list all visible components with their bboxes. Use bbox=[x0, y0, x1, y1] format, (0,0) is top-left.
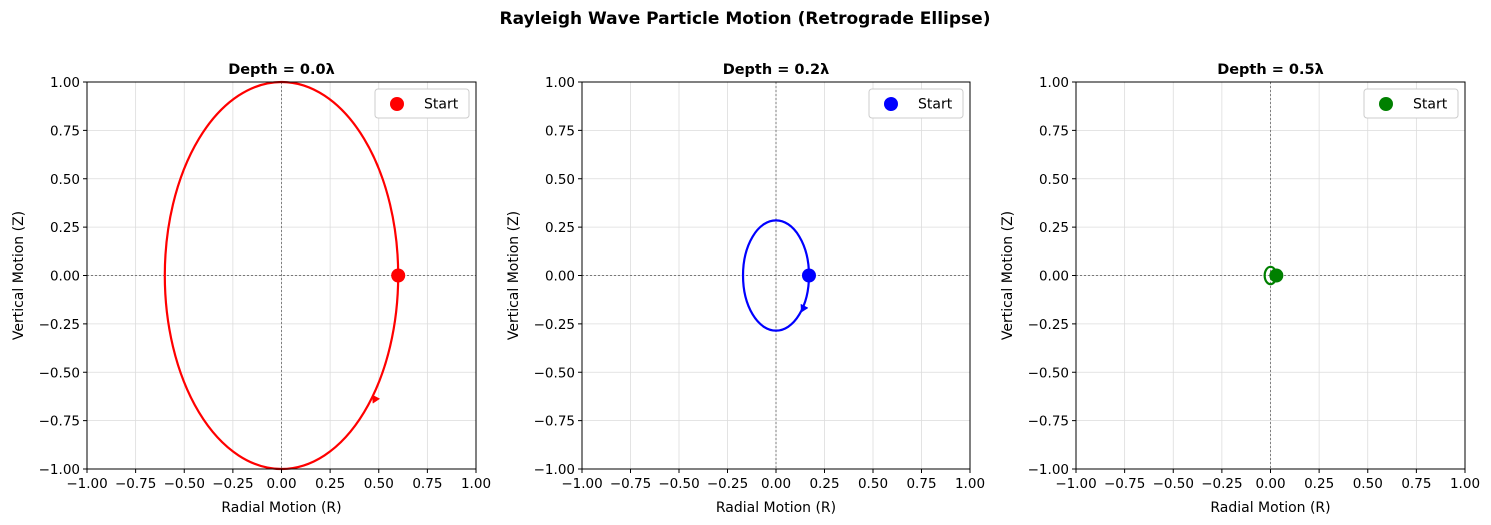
y-tick-label: 1.00 bbox=[50, 75, 80, 91]
x-axis-label: Radial Motion (R) bbox=[716, 500, 836, 516]
x-tick-label: 1.00 bbox=[461, 476, 491, 492]
x-tick-label: −0.50 bbox=[658, 476, 699, 492]
chart-panel-3: −1.00 −0.75 −0.50 −0.25 0.00 0.25 0.50 0.75 1.00… bbox=[1000, 62, 1480, 516]
x-tick-label: −0.75 bbox=[610, 476, 651, 492]
x-tick-label: −0.25 bbox=[1201, 476, 1242, 492]
x-tick-label: 0.25 bbox=[809, 476, 839, 492]
x-tick-label: −0.50 bbox=[1153, 476, 1194, 492]
y-tick-label: 0.50 bbox=[50, 172, 80, 188]
x-tick-label: −0.25 bbox=[212, 476, 253, 492]
y-tick-label: −0.75 bbox=[39, 414, 80, 430]
y-tick-label: −0.25 bbox=[1028, 317, 1069, 333]
x-tick-label: 0.50 bbox=[364, 476, 394, 492]
x-axis-label: Radial Motion (R) bbox=[1210, 500, 1330, 516]
y-tick-label: −1.00 bbox=[1028, 462, 1069, 478]
direction-arrow bbox=[800, 303, 809, 313]
y-tick-label: −0.50 bbox=[534, 365, 575, 381]
y-tick-label: 0.25 bbox=[1039, 220, 1069, 236]
y-tick-label: 0.50 bbox=[545, 172, 575, 188]
y-tick-label: −0.25 bbox=[39, 317, 80, 333]
legend-label: Start bbox=[424, 97, 459, 113]
x-tick-label: 0.00 bbox=[266, 476, 296, 492]
y-tick-label: 0.25 bbox=[50, 220, 80, 236]
y-tick-label: −0.75 bbox=[1028, 414, 1069, 430]
y-tick-label: 0.00 bbox=[50, 269, 80, 285]
y-axis-label: Vertical Motion (Z) bbox=[11, 211, 27, 340]
y-tick-label: −0.25 bbox=[534, 317, 575, 333]
x-tick-label: 0.75 bbox=[906, 476, 936, 492]
legend-label: Start bbox=[918, 97, 953, 113]
start-marker bbox=[801, 268, 816, 283]
x-tick-label: 1.00 bbox=[955, 476, 985, 492]
panel-title: Depth = 0.2λ bbox=[723, 62, 830, 78]
x-tick-label: 0.50 bbox=[858, 476, 888, 492]
y-axis-label: Vertical Motion (Z) bbox=[506, 211, 522, 340]
direction-arrow bbox=[372, 394, 381, 404]
x-tick-label: −1.00 bbox=[561, 476, 602, 492]
x-tick-label: −0.75 bbox=[1104, 476, 1145, 492]
y-tick-label: −1.00 bbox=[39, 462, 80, 478]
start-marker bbox=[1269, 268, 1284, 283]
y-tick-label: 0.00 bbox=[1039, 269, 1069, 285]
legend: Start bbox=[868, 88, 964, 119]
x-tick-label: 0.00 bbox=[761, 476, 791, 492]
y-tick-label: 0.75 bbox=[1039, 123, 1069, 139]
y-tick-label: 1.00 bbox=[1039, 75, 1069, 91]
x-tick-label: −0.25 bbox=[707, 476, 748, 492]
x-tick-label: 0.50 bbox=[1353, 476, 1383, 492]
y-tick-label: 0.75 bbox=[50, 123, 80, 139]
y-tick-label: −0.75 bbox=[534, 414, 575, 430]
y-tick-label: −1.00 bbox=[534, 462, 575, 478]
x-tick-label: 0.25 bbox=[315, 476, 345, 492]
figure-title: Rayleigh Wave Particle Motion (Retrograd… bbox=[500, 9, 991, 29]
legend-marker bbox=[884, 97, 898, 111]
x-tick-label: 1.00 bbox=[1450, 476, 1480, 492]
y-tick-label: −0.50 bbox=[39, 365, 80, 381]
y-tick-label: 0.75 bbox=[545, 123, 575, 139]
y-tick-label: 0.25 bbox=[545, 220, 575, 236]
y-axis-label: Vertical Motion (Z) bbox=[1000, 211, 1016, 340]
x-tick-label: −0.75 bbox=[115, 476, 156, 492]
x-axis-label: Radial Motion (R) bbox=[221, 500, 341, 516]
x-tick-label: 0.25 bbox=[1304, 476, 1334, 492]
x-tick-label: 0.00 bbox=[1255, 476, 1285, 492]
x-tick-label: 0.75 bbox=[412, 476, 442, 492]
chart-panel-1: −1.00 −0.75 −0.50 −0.25 0.00 0.25 0.50 0.75 1.00… bbox=[11, 62, 491, 516]
x-tick-label: −0.50 bbox=[164, 476, 205, 492]
x-tick-label: −1.00 bbox=[66, 476, 107, 492]
y-tick-label: 1.00 bbox=[545, 75, 575, 91]
legend: Start bbox=[374, 88, 470, 119]
start-marker bbox=[391, 268, 406, 283]
legend: Start bbox=[1363, 88, 1459, 119]
x-tick-label: 0.75 bbox=[1401, 476, 1431, 492]
chart-panel-2: −1.00 −0.75 −0.50 −0.25 0.00 0.25 0.50 0.75 1.00… bbox=[506, 62, 985, 516]
legend-marker bbox=[390, 97, 404, 111]
panels: −1.00 −0.75 −0.50 −0.25 0.00 0.25 0.50 0.75 1.00… bbox=[11, 62, 1480, 516]
legend-marker bbox=[1379, 97, 1393, 111]
y-tick-label: 0.50 bbox=[1039, 172, 1069, 188]
panel-title: Depth = 0.0λ bbox=[228, 62, 335, 78]
x-tick-label: −1.00 bbox=[1055, 476, 1096, 492]
y-tick-label: −0.50 bbox=[1028, 365, 1069, 381]
legend-label: Start bbox=[1413, 97, 1448, 113]
y-tick-label: 0.00 bbox=[545, 269, 575, 285]
panel-title: Depth = 0.5λ bbox=[1217, 62, 1324, 78]
